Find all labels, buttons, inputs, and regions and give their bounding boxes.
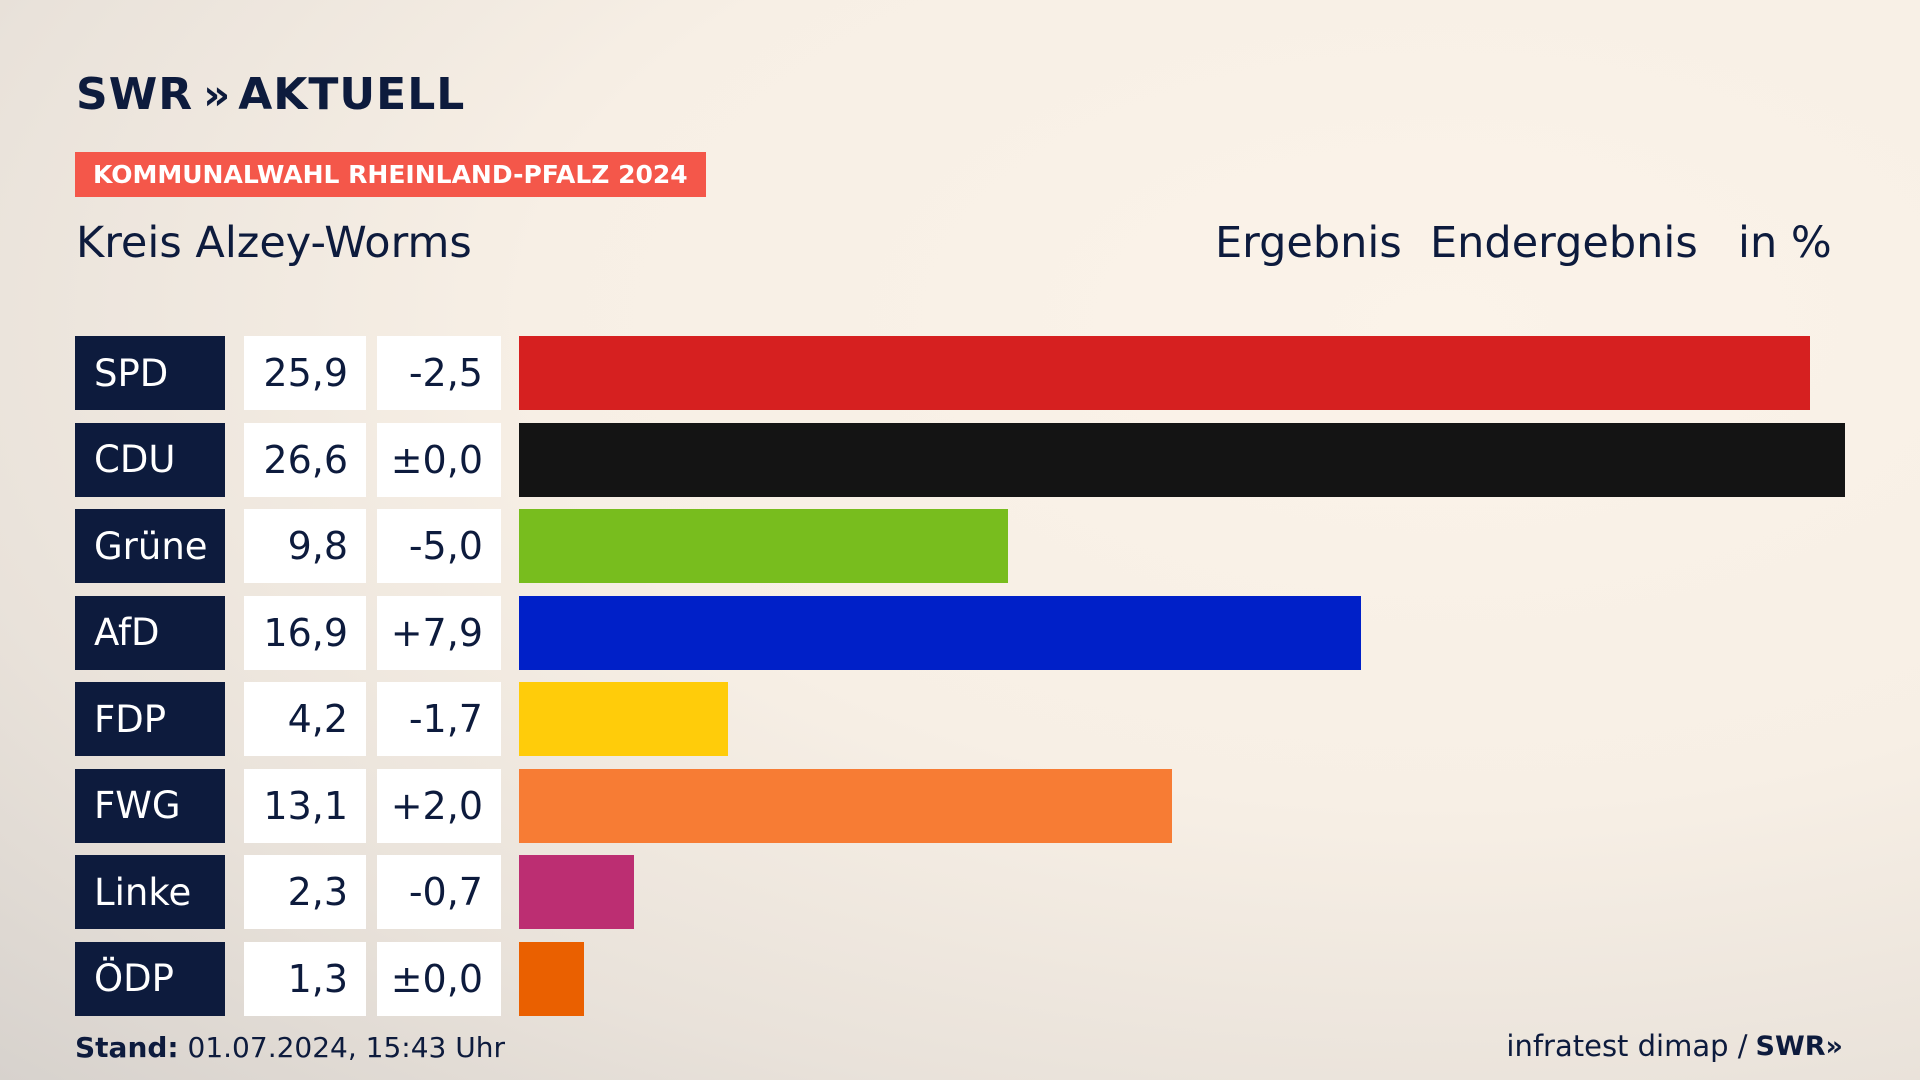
result-change: +2,0	[377, 768, 501, 843]
party-label: SPD	[75, 336, 225, 410]
result-value: 1,3	[244, 941, 366, 1016]
result-bar	[519, 768, 1172, 843]
result-bar	[519, 941, 584, 1016]
result-change: +7,9	[377, 595, 501, 670]
header-status: Endergebnis	[1430, 218, 1698, 268]
source-text: infratest dimap /	[1506, 1029, 1748, 1063]
source-credit: infratest dimap / SWR»	[1506, 1029, 1843, 1063]
logo-section: AKTUELL	[238, 68, 466, 120]
party-label: Linke	[75, 855, 225, 929]
result-bar	[519, 422, 1845, 497]
party-label: FWG	[75, 768, 225, 843]
result-value: 9,8	[244, 509, 366, 583]
party-label: CDU	[75, 422, 225, 497]
result-change: -0,7	[377, 855, 501, 929]
party-label: Grüne	[75, 509, 225, 583]
logo-swr: SWR	[76, 68, 194, 120]
election-kicker: KOMMUNALWAHL RHEINLAND-PFALZ 2024	[75, 152, 706, 197]
result-value: 4,2	[244, 682, 366, 756]
logo-chevrons-icon: »	[203, 69, 230, 119]
result-change: ±0,0	[377, 422, 501, 497]
result-bar	[519, 682, 728, 756]
result-value: 16,9	[244, 595, 366, 670]
timestamp: Stand: 01.07.2024, 15:43 Uhr	[75, 1031, 505, 1064]
result-change: -1,7	[377, 682, 501, 756]
swr-aktuell-logo: SWR » AKTUELL	[76, 68, 466, 120]
result-value: 26,6	[244, 422, 366, 497]
result-value: 2,3	[244, 855, 366, 929]
timestamp-value: 01.07.2024, 15:43 Uhr	[187, 1031, 505, 1064]
result-change: ±0,0	[377, 941, 501, 1016]
result-value: 13,1	[244, 768, 366, 843]
result-bar	[519, 595, 1361, 670]
region-title: Kreis Alzey-Worms	[76, 218, 472, 268]
result-value: 25,9	[244, 336, 366, 410]
result-bar	[519, 336, 1810, 410]
timestamp-label: Stand:	[75, 1031, 179, 1064]
source-brand: SWR»	[1755, 1030, 1843, 1062]
party-label: ÖDP	[75, 941, 225, 1016]
header-unit: in %	[1738, 218, 1832, 268]
result-change: -5,0	[377, 509, 501, 583]
header-result: Ergebnis	[1215, 218, 1402, 268]
party-label: AfD	[75, 595, 225, 670]
result-bar	[519, 855, 634, 929]
result-change: -2,5	[377, 336, 501, 410]
party-label: FDP	[75, 682, 225, 756]
result-bar	[519, 509, 1008, 583]
